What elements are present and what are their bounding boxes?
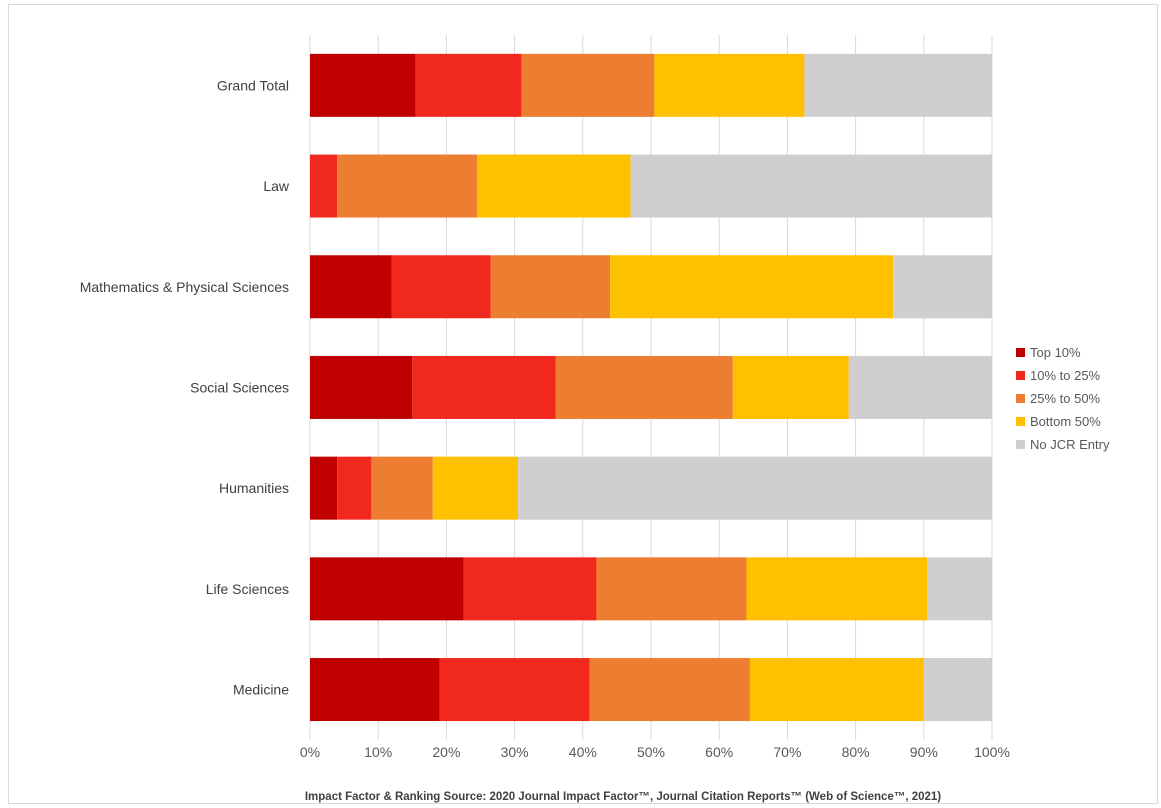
stacked-bar-chart: Grand Total Law Mathematics & Physical Sci… (80, 35, 1110, 803)
bar-segment (439, 658, 590, 722)
legend-swatch (1016, 371, 1025, 380)
bar-segment (412, 355, 556, 419)
bar-segment (371, 456, 433, 520)
category-label: Law (263, 178, 290, 194)
bar-segment (654, 53, 805, 117)
x-tick-label: 50% (637, 744, 665, 760)
bar-segment (518, 456, 992, 520)
bar-segment (589, 658, 750, 722)
bar-segment (310, 53, 416, 117)
legend-label: Top 10% (1030, 345, 1081, 360)
bar-segment (610, 255, 894, 319)
legend: Top 10% 10% to 25% 25% to 50% Bottom 50% No … (1016, 345, 1110, 452)
category-label: Medicine (233, 682, 289, 698)
bar-segment (927, 557, 992, 621)
bar-segment (596, 557, 747, 621)
x-tick-label: 70% (773, 744, 801, 760)
category-label: Mathematics & Physical Sciences (80, 279, 289, 295)
bar-segment (804, 53, 992, 117)
x-tick-label: 10% (364, 744, 392, 760)
x-tick-label: 100% (974, 744, 1010, 760)
bar-segment (391, 255, 491, 319)
bar-segment (630, 154, 992, 218)
x-tick-label: 90% (910, 744, 938, 760)
legend-swatch (1016, 417, 1025, 426)
bar-segment (415, 53, 522, 117)
x-tick-labels: 0% 10% 20% 30% 40% 50% 60% 70% 80% 90% 100% (300, 744, 1010, 760)
legend-swatch (1016, 348, 1025, 357)
legend-label: 10% to 25% (1030, 368, 1101, 383)
x-tick-label: 80% (842, 744, 870, 760)
bar-segment (310, 557, 464, 621)
bar-segment (923, 658, 992, 722)
bar-segment (490, 255, 611, 319)
legend-label: No JCR Entry (1030, 437, 1110, 452)
x-tick-label: 40% (569, 744, 597, 760)
legend-label: Bottom 50% (1030, 414, 1101, 429)
category-label: Humanities (219, 480, 289, 496)
bar-segment (746, 557, 928, 621)
bar-segment (463, 557, 597, 621)
category-label: Grand Total (217, 77, 289, 93)
bar-segment (749, 658, 924, 722)
bar-segment (893, 255, 992, 319)
category-label: Social Sciences (190, 379, 289, 395)
bar-segment (555, 355, 733, 419)
chart-frame: Grand Total Law Mathematics & Physical Sci… (8, 4, 1158, 804)
x-tick-label: 30% (501, 744, 529, 760)
bar-segment (310, 154, 338, 218)
x-tick-label: 60% (705, 744, 733, 760)
source-note: Impact Factor & Ranking Source: 2020 Jou… (305, 791, 941, 803)
bar-segment (310, 255, 392, 319)
bar-segment (337, 456, 372, 520)
bar-segment (732, 355, 849, 419)
bar-segment (521, 53, 655, 117)
legend-swatch (1016, 440, 1025, 449)
category-label: Life Sciences (206, 581, 289, 597)
legend-label: 25% to 50% (1030, 391, 1101, 406)
bar-segment (310, 456, 338, 520)
bar-segment (848, 355, 992, 419)
bar-segment (337, 154, 478, 218)
x-tick-label: 20% (432, 744, 460, 760)
bars (310, 53, 992, 722)
bar-segment (310, 658, 440, 722)
bar-segment (432, 456, 519, 520)
bar-segment (310, 355, 413, 419)
x-tick-label: 0% (300, 744, 320, 760)
legend-swatch (1016, 394, 1025, 403)
bar-segment (477, 154, 631, 218)
category-labels: Grand Total Law Mathematics & Physical Sci… (80, 77, 290, 697)
